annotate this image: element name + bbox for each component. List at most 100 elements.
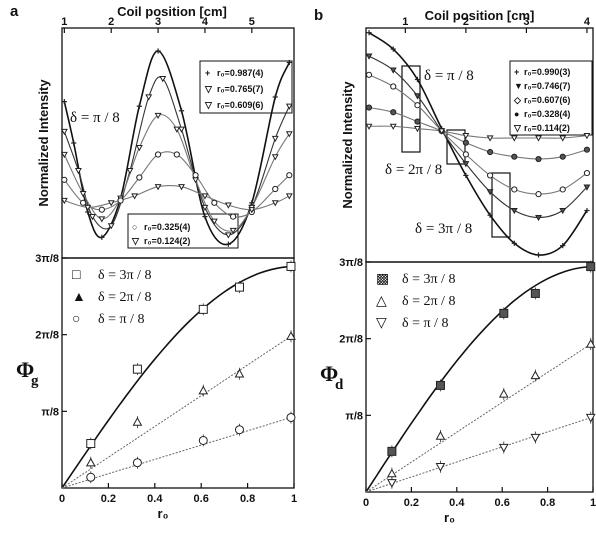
- annotation-b-top-0: δ = π / 8: [424, 68, 474, 84]
- top-axis-label-b-top: Coil position [cm]: [425, 8, 535, 23]
- point-a-top-4-5: [178, 184, 185, 191]
- point-b-top-4-4: [462, 133, 470, 140]
- curve-b-top-4: [368, 125, 587, 139]
- point-b-bottom-0-3: [530, 288, 540, 298]
- point-a-top-1-2: [89, 214, 96, 221]
- slice-box-b-1: [401, 65, 421, 153]
- legend-symbol-b-bottom-0: ▩: [376, 272, 389, 287]
- point-b-top-1-6: [510, 207, 518, 215]
- top-tick-label-a-top-3: 4: [202, 16, 209, 28]
- curve-b-top-0: [368, 32, 588, 256]
- point-b-bottom-2-2: [498, 443, 509, 453]
- curve-b-top-1: [368, 55, 588, 219]
- point-a-top-0-8: [202, 214, 208, 220]
- point-a-bottom-2-1: [132, 458, 142, 468]
- legend-text-b-4: r₀=0.114(2): [524, 123, 570, 133]
- fit-a-bottom-0: [61, 265, 295, 489]
- point-a-top-4-7: [224, 202, 232, 209]
- legend-text-a-upper-1: r₀=0.765(7): [217, 84, 263, 94]
- point-b-top-0-0: [366, 30, 372, 36]
- point-a-top-3-1: [79, 199, 87, 206]
- fit-a-bottom-2: [61, 416, 295, 489]
- point-a-bottom-0-4: [286, 261, 296, 271]
- point-b-top-0-1: [390, 46, 396, 52]
- point-a-top-1-0: [60, 128, 68, 136]
- legend-text-b-bottom-2: δ = π / 8: [402, 316, 448, 331]
- top-axis-label-a-top: Coil position [cm]: [117, 4, 227, 19]
- point-a-top-2-8: [210, 218, 218, 225]
- point-b-bottom-1-3: [530, 370, 541, 380]
- curve-b-top-2: [368, 74, 588, 195]
- x-tick-label-b-bottom-5: 1: [590, 497, 596, 509]
- top-tick-label-b-top-1: 2: [463, 16, 469, 28]
- legend-text-a-bottom-2: δ = π / 8: [98, 312, 144, 327]
- point-a-top-2-4: [135, 145, 143, 152]
- point-b-top-1-2: [414, 93, 421, 100]
- legend-symbol-a-lower-0: ○: [132, 222, 137, 232]
- legend-symbol-b-bottom-1: △: [376, 294, 387, 309]
- point-b-top-1-1: [389, 67, 397, 74]
- legend-symbol-a-upper-2: ▽: [204, 100, 213, 110]
- point-b-top-3-0: [365, 104, 373, 111]
- point-a-top-1-1: [74, 168, 82, 175]
- point-a-top-2-9: [229, 227, 237, 235]
- point-a-bottom-1-2: [198, 385, 209, 395]
- point-a-top-2-2: [98, 216, 106, 223]
- point-b-top-2-4: [462, 151, 469, 158]
- legend-text-a-lower-0: r₀=0.325(4): [144, 222, 190, 232]
- point-b-top-1-7: [535, 214, 542, 222]
- curve-b-top-3: [368, 107, 588, 160]
- top-tick-label-b-top-2: 3: [523, 16, 529, 28]
- point-b-top-4-7: [535, 135, 542, 142]
- legend-symbol-b-bottom-2: ▽: [376, 316, 387, 331]
- point-b-top-3-7: [535, 155, 542, 163]
- x-tick-label-a-bottom-4: 0.8: [240, 493, 255, 505]
- legend-symbol-a-bottom-1: ▲: [72, 290, 86, 305]
- point-a-top-3-4: [136, 174, 143, 181]
- top-tick-label-a-top-0: 1: [61, 16, 67, 28]
- point-a-bottom-1-3: [234, 368, 245, 378]
- legend-text-b-1: r₀=0.746(7): [524, 81, 570, 91]
- point-a-bottom-1-0: [85, 457, 96, 467]
- point-a-top-3-9: [229, 213, 237, 220]
- point-b-top-3-8: [559, 153, 566, 160]
- point-a-top-1-4: [126, 168, 134, 175]
- point-a-top-2-6: [173, 126, 181, 133]
- point-a-top-4-8: [248, 207, 256, 214]
- fit-a-bottom-1: [61, 333, 295, 489]
- legend-symbol-a-upper-1: ▽: [204, 84, 213, 94]
- legend-symbol-a-bottom-0: □: [72, 268, 81, 283]
- point-b-top-2-9: [583, 169, 591, 177]
- point-a-top-4-2: [107, 200, 115, 207]
- x-tick-label-a-bottom-3: 0.6: [194, 493, 209, 505]
- point-b-top-4-9: [583, 133, 591, 140]
- frames-layer: [61, 27, 594, 493]
- point-b-top-4-6: [510, 135, 518, 142]
- legend-text-a-upper-2: r₀=0.609(6): [217, 100, 263, 110]
- legend-box-a-upper: [199, 60, 293, 114]
- point-a-top-1-7: [178, 126, 185, 133]
- legend-symbol-b-1: ▼: [514, 81, 523, 91]
- x-tick-label-b-bottom-3: 0.6: [495, 497, 510, 509]
- top-tick-label-b-top-3: 4: [584, 16, 591, 28]
- frame-b-bottom: [365, 261, 594, 493]
- legend-text-b-0: r₀=0.990(3): [524, 67, 570, 77]
- point-a-top-0-12: [286, 59, 292, 66]
- curve-a-top-3: [63, 151, 290, 218]
- x-tick-label-a-bottom-1: 0.2: [101, 493, 116, 505]
- point-a-top-3-11: [272, 185, 279, 193]
- y-tick-label-b-bottom-1: 2π/8: [339, 334, 363, 346]
- point-a-top-0-7: [178, 108, 185, 114]
- point-b-top-4-2: [414, 126, 421, 133]
- y-tick-label-a-bottom-2: 3π/8: [35, 253, 59, 265]
- annotation-b-top-2: δ = 3π / 8: [415, 221, 472, 237]
- point-a-top-4-3: [131, 193, 139, 200]
- point-a-top-3-6: [173, 151, 180, 158]
- point-a-top-1-6: [159, 76, 167, 83]
- point-b-bottom-2-0: [387, 479, 397, 488]
- legend-text-a-bottom-0: δ = 3π / 8: [98, 268, 151, 283]
- y-axis-label-a-top: Normalized Intensity: [36, 79, 51, 207]
- legend-text-a-lower-1: r₀=0.124(2): [144, 236, 190, 246]
- x-tick-label-b-bottom-1: 0.2: [404, 497, 419, 509]
- point-b-bottom-0-4: [586, 262, 596, 272]
